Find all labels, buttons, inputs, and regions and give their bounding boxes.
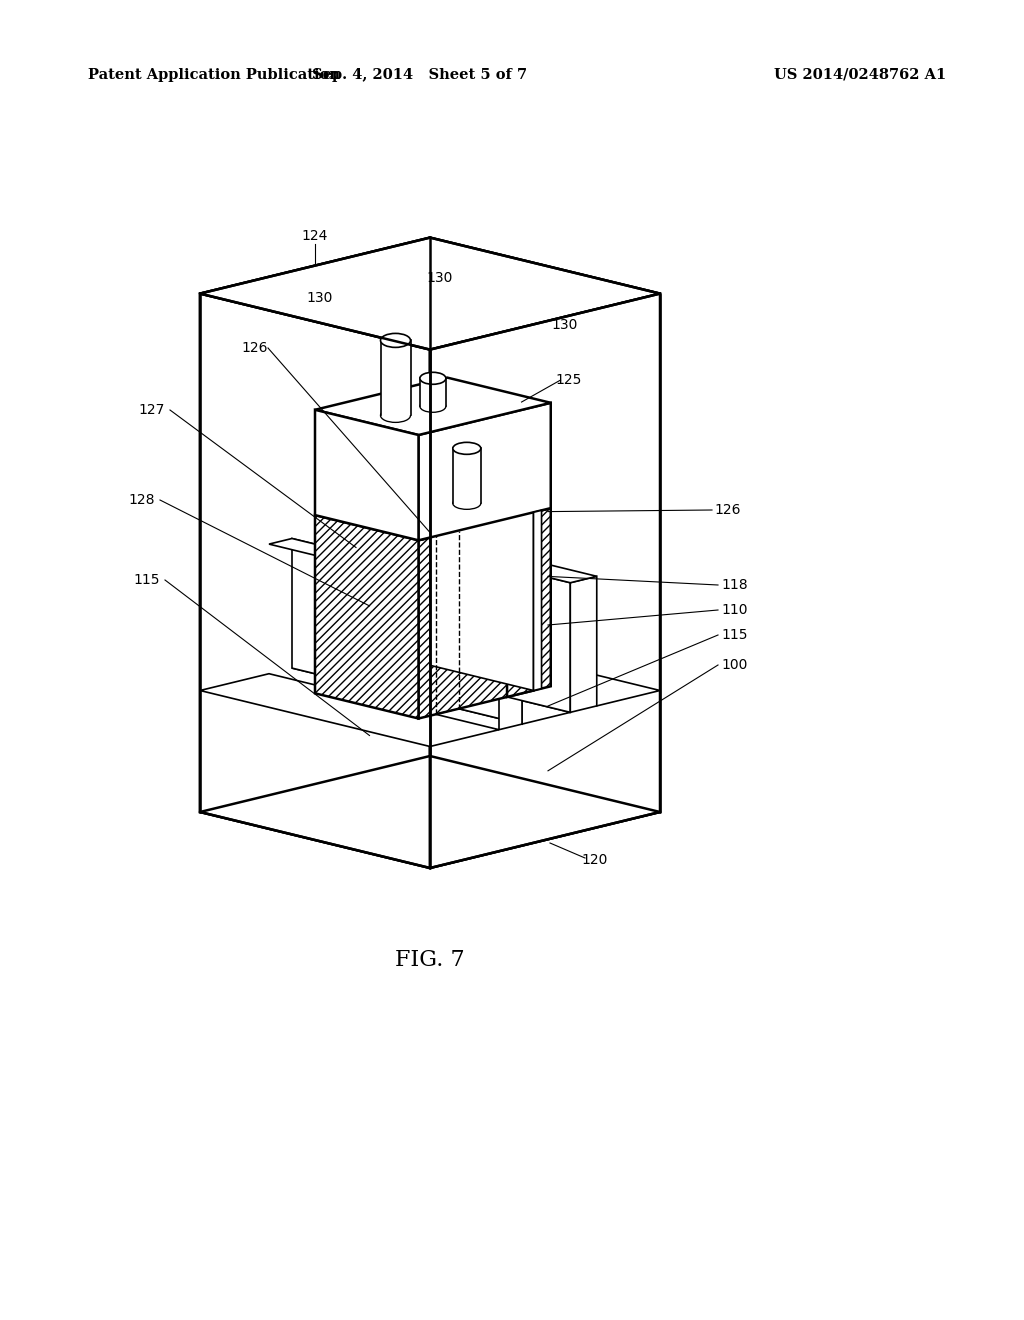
Text: 130: 130 xyxy=(307,290,333,305)
Polygon shape xyxy=(367,635,660,706)
Polygon shape xyxy=(315,409,419,540)
Ellipse shape xyxy=(453,498,481,510)
Ellipse shape xyxy=(420,400,445,412)
Ellipse shape xyxy=(420,372,445,384)
Text: 130: 130 xyxy=(552,318,579,333)
Polygon shape xyxy=(403,487,534,519)
Polygon shape xyxy=(315,515,419,718)
Text: 115: 115 xyxy=(133,573,160,587)
Text: US 2014/0248762 A1: US 2014/0248762 A1 xyxy=(774,69,946,82)
Text: 127: 127 xyxy=(138,403,165,417)
Polygon shape xyxy=(430,238,660,812)
Polygon shape xyxy=(419,508,551,718)
Ellipse shape xyxy=(381,408,411,422)
Ellipse shape xyxy=(381,334,411,347)
Polygon shape xyxy=(315,483,551,540)
Text: 126: 126 xyxy=(715,503,741,517)
Polygon shape xyxy=(200,756,660,869)
Text: Patent Application Publication: Patent Application Publication xyxy=(88,69,340,82)
Polygon shape xyxy=(453,449,481,503)
Text: 118: 118 xyxy=(722,578,749,591)
Polygon shape xyxy=(200,293,430,869)
Polygon shape xyxy=(200,238,660,350)
Polygon shape xyxy=(269,539,522,601)
Polygon shape xyxy=(420,379,445,407)
Text: Sep. 4, 2014   Sheet 5 of 7: Sep. 4, 2014 Sheet 5 of 7 xyxy=(312,69,527,82)
Ellipse shape xyxy=(453,442,481,454)
Text: 120: 120 xyxy=(582,853,608,867)
Polygon shape xyxy=(200,238,430,812)
Polygon shape xyxy=(430,487,534,690)
Text: 128: 128 xyxy=(128,492,155,507)
Polygon shape xyxy=(430,293,660,869)
Polygon shape xyxy=(292,539,522,725)
Polygon shape xyxy=(340,527,570,713)
Text: 125: 125 xyxy=(555,374,582,387)
Polygon shape xyxy=(381,341,411,416)
Text: 124: 124 xyxy=(302,228,328,243)
Polygon shape xyxy=(315,378,551,436)
Text: 115: 115 xyxy=(722,628,749,642)
Text: FIG. 7: FIG. 7 xyxy=(395,949,465,972)
Text: 126: 126 xyxy=(242,341,268,355)
Polygon shape xyxy=(534,511,542,690)
Polygon shape xyxy=(570,577,597,713)
Polygon shape xyxy=(292,656,570,725)
Text: 130: 130 xyxy=(427,271,454,285)
Polygon shape xyxy=(507,512,534,697)
Polygon shape xyxy=(499,594,522,730)
Polygon shape xyxy=(340,520,597,582)
Text: 110: 110 xyxy=(722,603,749,616)
Polygon shape xyxy=(200,673,499,747)
Text: 100: 100 xyxy=(722,657,749,672)
Polygon shape xyxy=(419,403,551,540)
